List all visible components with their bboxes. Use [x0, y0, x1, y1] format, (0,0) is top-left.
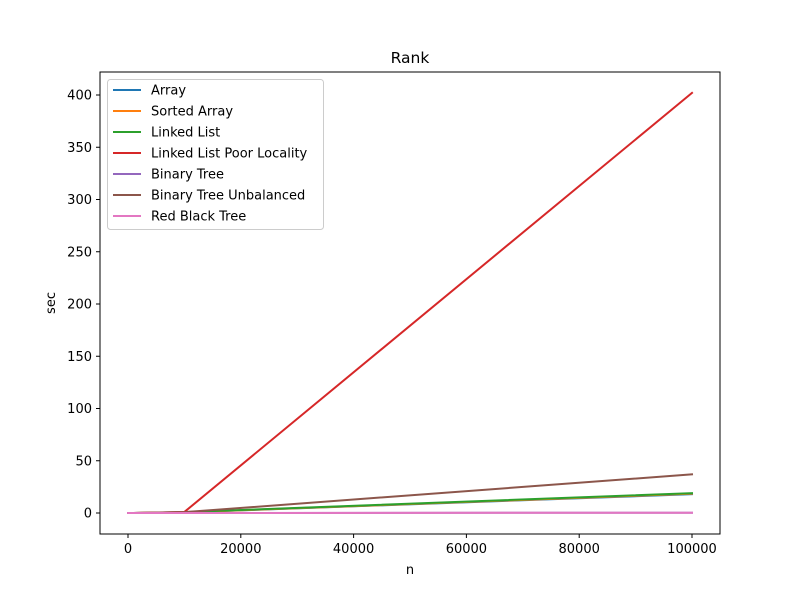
y-axis-label: sec	[44, 292, 59, 314]
legend-item: Binary Tree	[113, 168, 224, 183]
legend-label: Red Black Tree	[151, 210, 246, 225]
y-tick-label: 200	[67, 298, 92, 313]
legend-label: Sorted Array	[151, 105, 233, 120]
x-axis: 0 20000 40000 60000 80000 100000	[124, 534, 717, 557]
legend-label: Binary Tree Unbalanced	[151, 189, 305, 204]
y-tick-label: 300	[67, 193, 92, 208]
x-tick-label: 60000	[446, 542, 487, 557]
plot-lines	[127, 91, 694, 514]
legend-label: Binary Tree	[151, 168, 224, 183]
x-tick-label: 40000	[333, 542, 374, 557]
x-tick-label: 0	[124, 542, 132, 557]
legend-item: Linked List Poor Locality	[113, 147, 308, 162]
legend-item: Linked List	[113, 126, 220, 141]
x-tick-label: 20000	[220, 542, 261, 557]
y-tick-label: 0	[84, 507, 92, 522]
legend-item: Red Black Tree	[113, 210, 246, 225]
legend-box	[107, 79, 324, 230]
legend: Array Sorted Array Linked List Linked List …	[107, 79, 324, 230]
plot-frame	[99, 71, 721, 535]
legend-label: Linked List Poor Locality	[151, 147, 308, 162]
legend-label: Array	[151, 84, 186, 99]
legend-item: Array	[113, 84, 186, 99]
legend-item: Sorted Array	[113, 105, 233, 120]
y-tick-label: 100	[67, 402, 92, 417]
chart-title: Rank	[391, 49, 430, 67]
x-tick-label: 80000	[559, 542, 600, 557]
legend-item: Binary Tree Unbalanced	[113, 189, 305, 204]
legend-label: Linked List	[151, 126, 220, 141]
y-tick-label: 50	[75, 454, 92, 469]
y-tick-label: 350	[67, 141, 92, 156]
y-axis: 0 50 100 150 200 250 300 350 400	[67, 89, 100, 522]
x-tick-label: 100000	[667, 542, 717, 557]
y-tick-label: 150	[67, 350, 92, 365]
y-tick-label: 400	[67, 89, 92, 104]
x-axis-label: n	[406, 563, 414, 578]
y-tick-label: 250	[67, 245, 92, 260]
